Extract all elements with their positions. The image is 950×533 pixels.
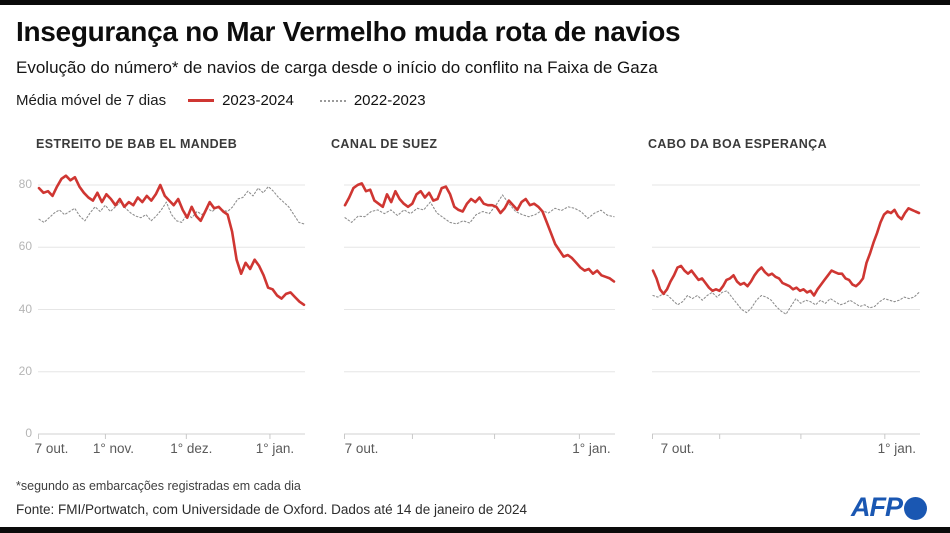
chart-title: CABO DA BOA ESPERANÇA: [648, 137, 828, 151]
legend-label: Média móvel de 7 dias: [16, 92, 167, 109]
afp-logo: AFP: [851, 492, 927, 523]
legend: Média móvel de 7 dias 2023-2024 2022-202…: [16, 92, 452, 109]
chart-title: CANAL DE SUEZ: [331, 137, 438, 151]
x-axis-label: 1° jan.: [572, 441, 611, 456]
line-chart: [37, 174, 306, 439]
series-line-2022-2023: [652, 290, 920, 315]
source-line: Fonte: FMI/Portwatch, com Universidade d…: [16, 502, 528, 517]
x-axis-label: 1° jan.: [255, 441, 295, 456]
page-subtitle: Evolução do número* de navios de carga d…: [16, 58, 658, 77]
series-line-2023-2024: [651, 206, 921, 297]
y-axis-label: 60: [18, 239, 32, 254]
y-axis-label: 40: [18, 301, 32, 316]
series-line-2022-2023: [38, 186, 305, 225]
line-chart: [651, 184, 921, 439]
y-axis-label: 80: [18, 177, 32, 191]
afp-logo-text: AFP: [851, 492, 903, 522]
legend-series-2022-2023: 2022-2023: [353, 92, 426, 109]
series-line-2022-2023: [344, 194, 615, 225]
page-title: Insegurança no Mar Vermelho muda rota de…: [16, 16, 681, 47]
x-axis-label: 7 out.: [344, 441, 379, 456]
x-axis-label: 1° jan.: [877, 441, 917, 456]
chart-title: ESTREITO DE BAB EL MANDEB: [36, 137, 238, 151]
legend-red-line-swatch: [188, 99, 215, 102]
y-axis-label: 0: [25, 426, 32, 440]
x-axis-label: 7 out.: [660, 441, 695, 456]
legend-gray-line-swatch: [319, 99, 346, 102]
y-axis-label: 20: [18, 363, 32, 378]
series-line-2023-2024: [343, 182, 616, 283]
x-axis-label: 1° dez.: [170, 441, 213, 456]
legend-series-2023-2024: 2023-2024: [222, 92, 294, 109]
footnote: *segundo as embarcações registradas em c…: [16, 479, 301, 493]
afp-logo-circle-icon: [904, 497, 927, 520]
top-bar: [0, 0, 950, 5]
bottom-bar: [0, 527, 950, 533]
x-axis-label: 7 out.: [34, 441, 69, 456]
series-line-2023-2024: [37, 174, 306, 307]
line-chart: [343, 182, 616, 439]
x-axis-label: 1° nov.: [92, 441, 135, 456]
